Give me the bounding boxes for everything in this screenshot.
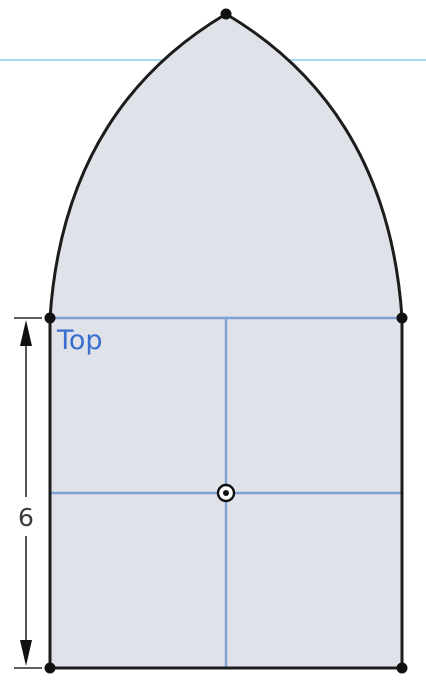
- sketch-point-icon[interactable]: [396, 662, 408, 674]
- sketch-point-icon[interactable]: [44, 662, 56, 674]
- dimension-6[interactable]: 6: [14, 317, 42, 669]
- dimension-arrow-icon: [20, 320, 32, 346]
- plane-label[interactable]: Top: [56, 325, 103, 356]
- sketch-arc-right[interactable]: [225, 12, 404, 319]
- dimension-value[interactable]: 6: [18, 503, 34, 532]
- sketch-point-icon[interactable]: [44, 312, 56, 324]
- origin-icon[interactable]: [216, 483, 236, 503]
- dimension-arrow-icon: [20, 640, 32, 666]
- sketch-arc-left[interactable]: [48, 12, 227, 319]
- sketch-point-icon[interactable]: [396, 312, 408, 324]
- sketch-point-icon[interactable]: [220, 8, 232, 20]
